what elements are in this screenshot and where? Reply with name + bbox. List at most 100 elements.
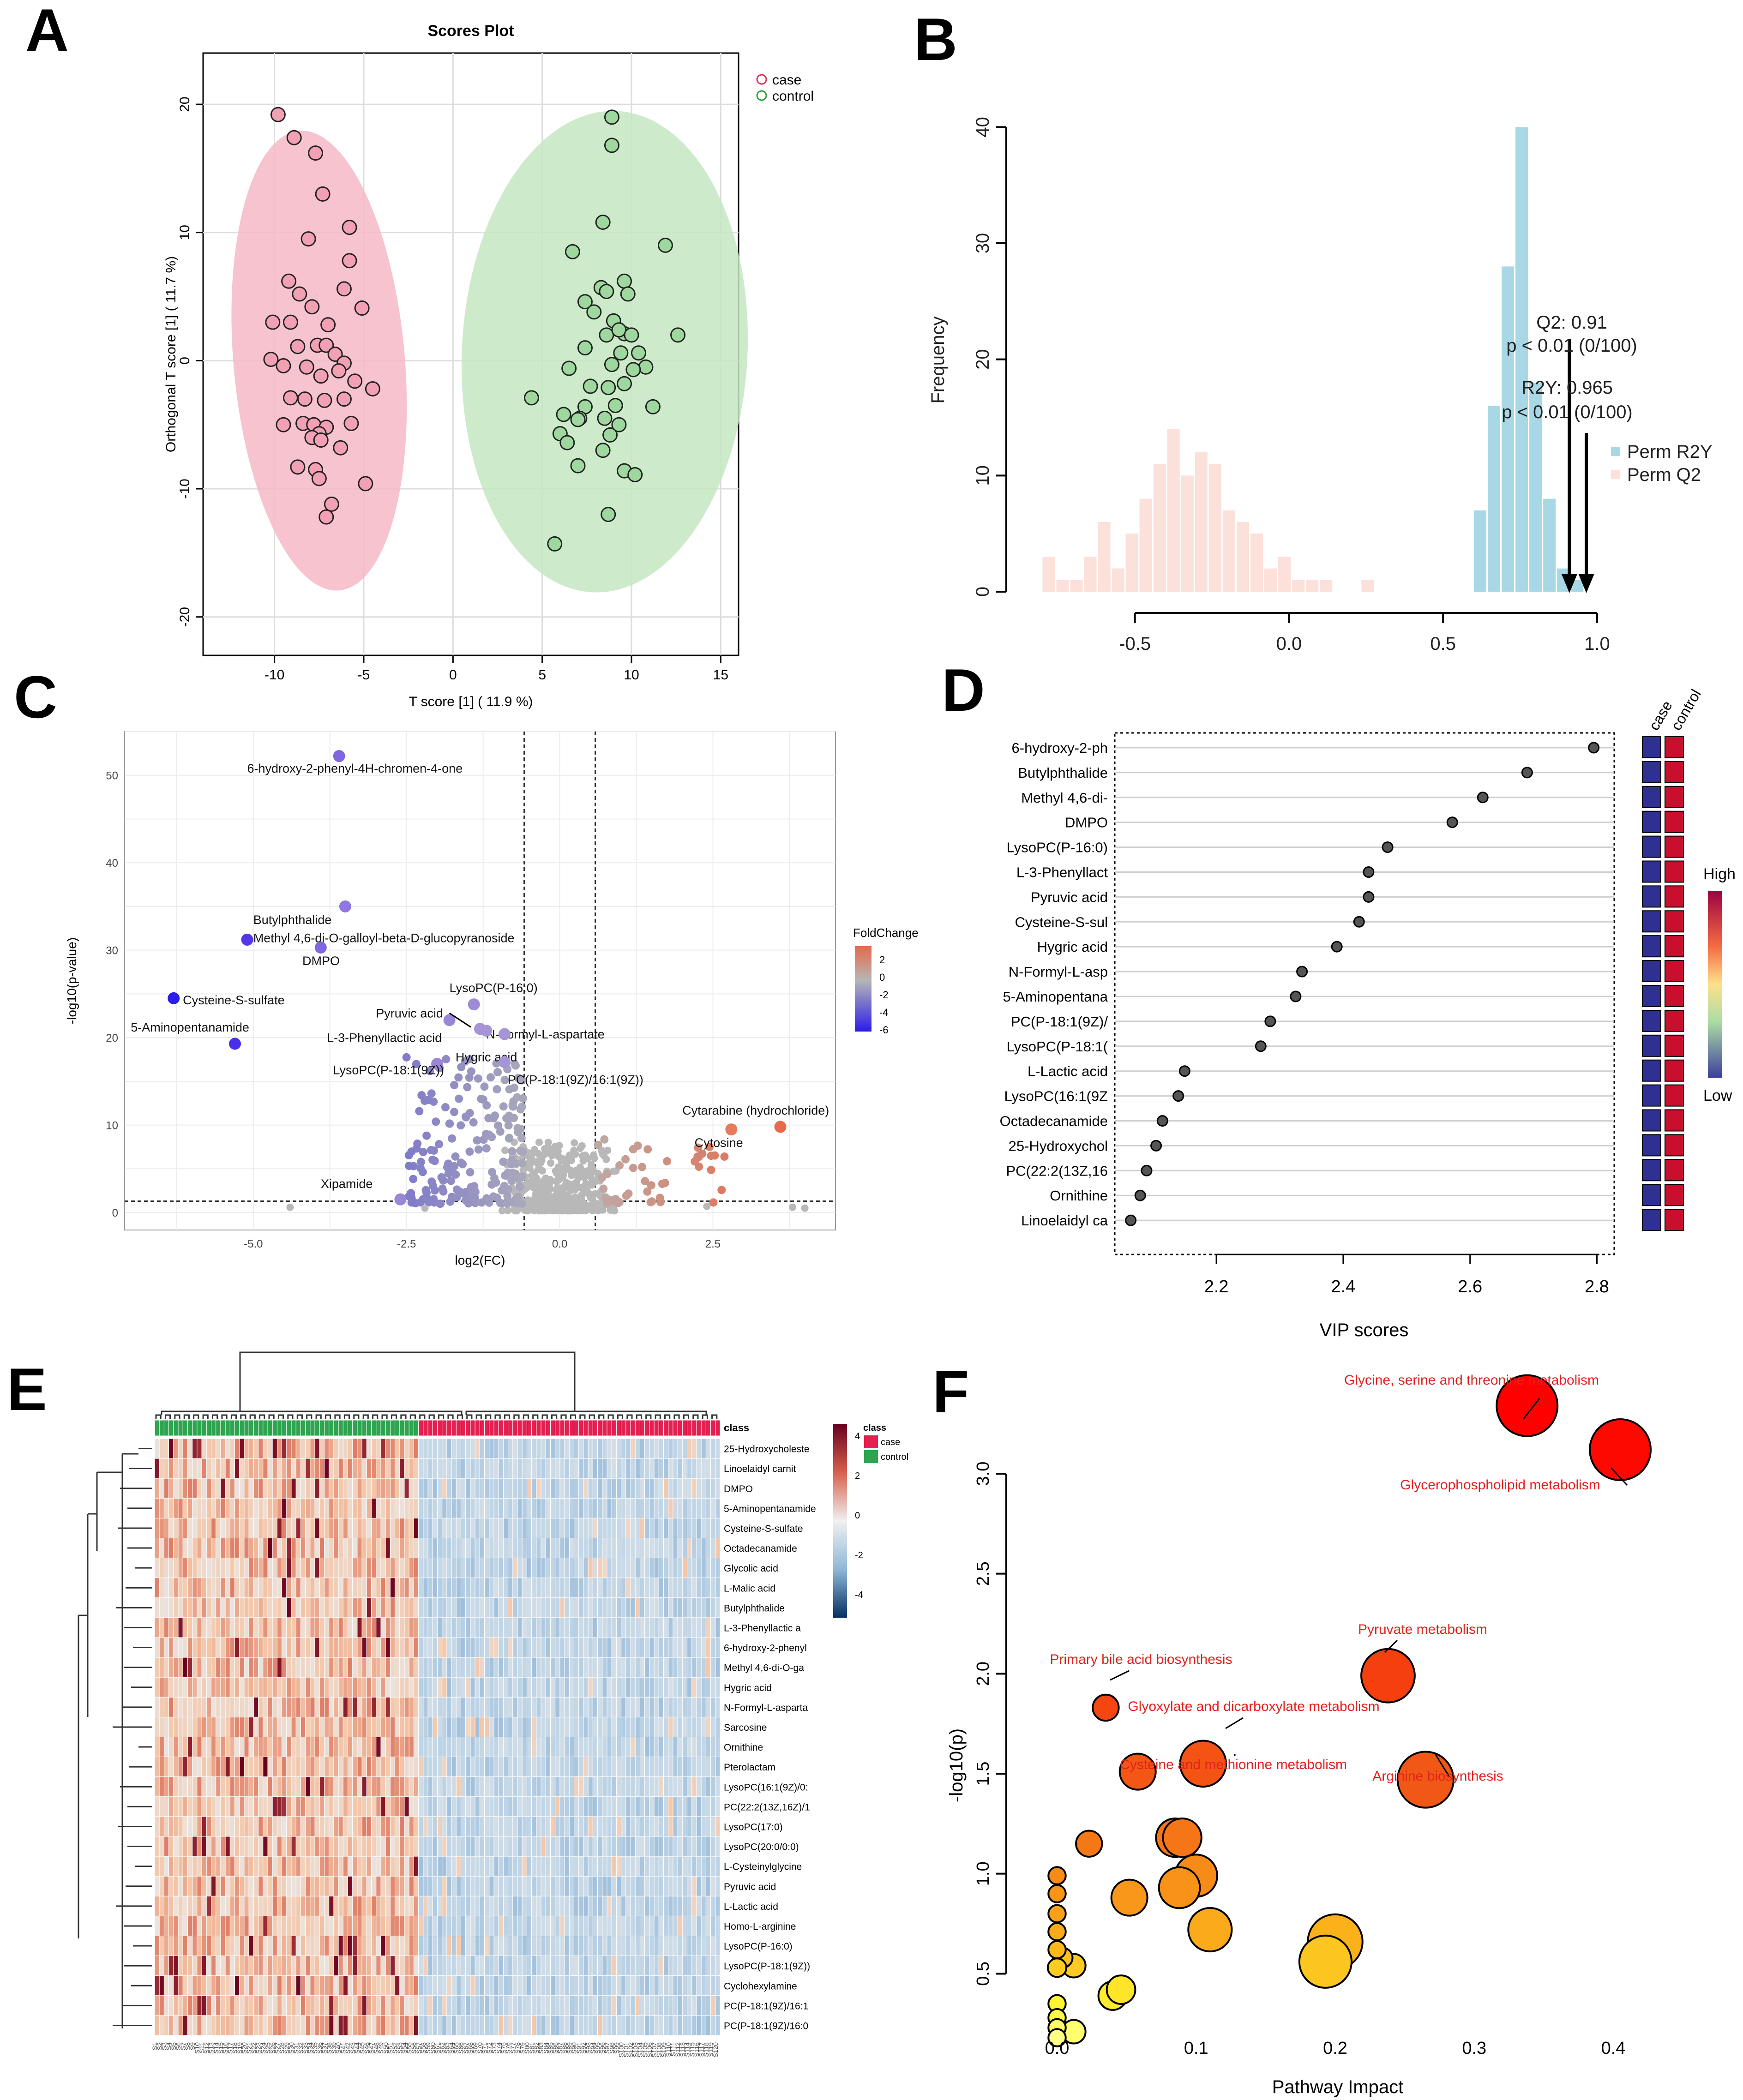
heatmap-cell (366, 1995, 372, 2016)
heatmap-cell (253, 1498, 259, 1518)
heatmap-cell (272, 1876, 277, 1896)
heatmap-cell (182, 1757, 188, 1777)
heatmap-cell (691, 1518, 697, 1538)
heatmap-cell (611, 1975, 617, 1996)
heatmap-cell (173, 1936, 179, 1956)
class-annotation-cell (366, 1420, 372, 1436)
heatmap-cell (300, 1697, 306, 1717)
heatmap-cell (701, 1518, 706, 1538)
volcano-point (503, 1192, 512, 1200)
heatmap-cell (159, 1657, 164, 1678)
heatmap-cell (291, 1677, 296, 1698)
heatmap-cell (182, 1597, 188, 1618)
heatmap-cell (352, 1816, 358, 1837)
heatmap-cell (550, 1816, 556, 1837)
volcano-point (536, 1165, 544, 1173)
heatmap-cell (602, 1836, 607, 1857)
heatmap-cell (395, 1716, 400, 1737)
heatmap-cell (220, 1896, 226, 1916)
class-annotation-cell (625, 1420, 631, 1436)
heatmap-cell (574, 1438, 579, 1459)
heatmap-cell (258, 1776, 264, 1797)
point-label: PC(P-18:1(9Z)/16:1(9Z)) (508, 1073, 643, 1087)
heatmap-cell (545, 1776, 551, 1797)
heatmap-cell (366, 1518, 372, 1538)
volcano-point (480, 1082, 489, 1091)
heatmap-cell (616, 1458, 622, 1479)
heatmap-cell (197, 1856, 202, 1877)
heatmap-cell (314, 1597, 320, 1618)
class-annotation-label: class (724, 1422, 749, 1434)
class-annotation-cell (550, 1420, 556, 1436)
heatmap-cell (625, 1776, 631, 1797)
x-tick-label: 2.5 (705, 1238, 721, 1250)
heatmap-cell (555, 1458, 560, 1479)
heatmap-cell (446, 1716, 452, 1737)
heatmap-cell (512, 1518, 518, 1538)
heatmap-cell (649, 1518, 655, 1538)
heatmap-cell (418, 1936, 424, 1956)
heatmap-cell (696, 1757, 702, 1777)
heatmap-cell (616, 1538, 622, 1559)
heatmap-cell (621, 1816, 626, 1837)
heatmap-cell (621, 1956, 626, 1976)
heatmap-cell (225, 1975, 230, 1996)
heatmap-cell (263, 2015, 268, 2036)
class-annotation-cell (423, 1420, 428, 1436)
heatmap-cell (607, 1578, 612, 1598)
heatmap-cell (687, 1578, 692, 1598)
heatmap-cell (395, 1498, 400, 1518)
heatmap-cell (357, 1697, 362, 1717)
vip-point (1172, 1090, 1184, 1102)
heatmap-cell (616, 1617, 622, 1638)
heatmap-cell (607, 1558, 612, 1578)
volcano-point (705, 1142, 714, 1151)
volcano-point (444, 1169, 453, 1178)
heatmap-cell (456, 1737, 462, 1758)
metabolite-label: 25-Hydroxychol (1009, 1138, 1108, 1154)
volcano-point (540, 1196, 547, 1204)
heatmap-cell (220, 1657, 226, 1678)
heatmap-cell (541, 1617, 546, 1638)
heatmap-cell (536, 1697, 541, 1717)
heatmap-cell (371, 1518, 377, 1538)
heatmap-cell (187, 1657, 193, 1678)
heatmap-cell (366, 1796, 372, 1817)
heatmap-cell (493, 1995, 499, 2016)
heatmap-cell (658, 1757, 664, 1777)
class-annotation-cell (555, 1420, 560, 1436)
heatmap-cell (173, 1896, 179, 1916)
heatmap-cell (263, 1836, 268, 1857)
heatmap-cell (541, 1458, 546, 1479)
case-point (313, 432, 329, 448)
heatmap-cell (705, 1836, 711, 1857)
heatmap-cell (348, 1816, 353, 1837)
control-cell (1665, 835, 1684, 858)
heatmap-cell (371, 1617, 377, 1638)
heatmap-cell (300, 1896, 306, 1916)
heatmap-cell (465, 1558, 471, 1578)
heatmap-cell (715, 1956, 721, 1976)
heatmap-cell (715, 1458, 721, 1479)
heatmap-cell (427, 1816, 433, 1837)
heatmap-cell (404, 1737, 409, 1758)
heatmap-cell (248, 1697, 254, 1717)
heatmap-cell (385, 1578, 391, 1598)
heatmap-cell (555, 1637, 560, 1658)
heatmap-cell (578, 1518, 584, 1538)
heatmap-cell (319, 1697, 325, 1717)
heatmap-cell (357, 1956, 362, 1976)
heatmap-cell (357, 1597, 362, 1618)
heatmap-cell (654, 1856, 659, 1877)
heatmap-cell (211, 2015, 216, 2036)
heatmap-cell (206, 1716, 211, 1737)
heatmap-cell (427, 1856, 433, 1877)
heatmap-cell (456, 1498, 462, 1518)
heatmap-cell (639, 1478, 645, 1499)
heatmap-cell (687, 1558, 692, 1578)
control-point (670, 327, 686, 343)
class-annotation-cell (644, 1420, 650, 1436)
heatmap-cell (291, 1617, 296, 1638)
heatmap-cell (574, 1757, 579, 1777)
colorbar-tick-label: -6 (879, 1024, 889, 1036)
